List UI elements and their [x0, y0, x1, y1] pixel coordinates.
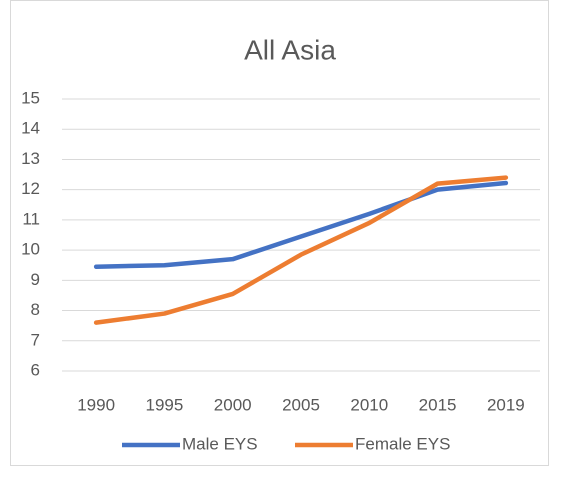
y-tick-label: 7	[31, 330, 40, 349]
y-tick-label: 9	[31, 270, 40, 289]
series-line	[93, 180, 509, 269]
y-tick-label: 12	[21, 179, 40, 198]
y-tick-label: 14	[21, 119, 40, 138]
x-tick-label: 2005	[282, 395, 320, 414]
x-tick-label: 2010	[350, 395, 388, 414]
x-tick-label: 2000	[214, 395, 252, 414]
y-tick-label: 6	[31, 360, 40, 379]
y-tick-label: 8	[31, 300, 40, 319]
series-line	[93, 175, 509, 325]
chart-title: All Asia	[244, 34, 336, 65]
x-tick-label: 1990	[77, 395, 115, 414]
chart-border	[10, 0, 549, 466]
legend-label: Male EYS	[182, 434, 258, 453]
x-tick-label: 1995	[146, 395, 184, 414]
y-tick-label: 11	[22, 209, 40, 228]
x-tick-label: 2019	[487, 395, 525, 414]
y-tick-label: 13	[21, 149, 40, 168]
x-tick-label: 2015	[419, 395, 457, 414]
legend-label: Female EYS	[355, 434, 450, 453]
y-tick-label: 10	[21, 240, 40, 259]
y-tick-label: 15	[21, 88, 40, 107]
